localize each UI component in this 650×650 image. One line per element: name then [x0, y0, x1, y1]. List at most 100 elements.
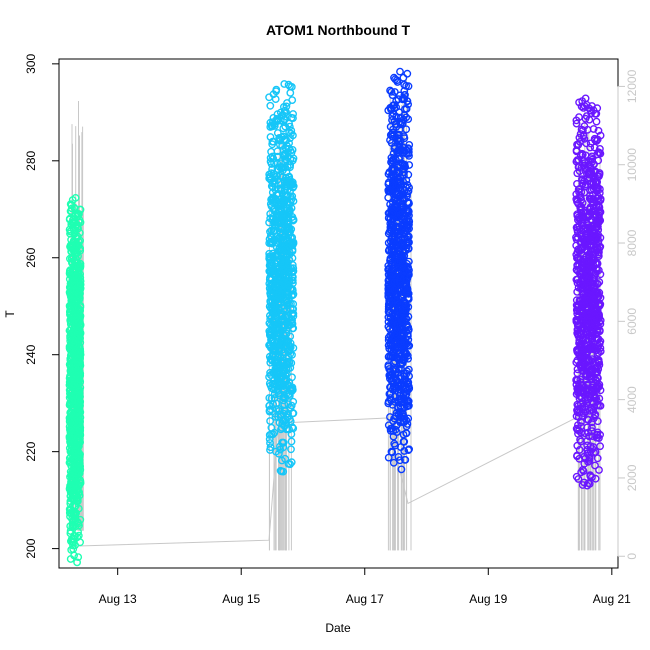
data-point	[288, 286, 296, 295]
data-point	[275, 300, 283, 309]
data-point	[270, 383, 279, 392]
data-point	[288, 96, 297, 105]
y-tick-label: 240	[24, 344, 38, 364]
data-point	[585, 432, 593, 441]
y-tick-label: 280	[24, 150, 38, 170]
point-cluster-3	[384, 67, 414, 474]
data-point	[593, 185, 601, 194]
data-point	[281, 272, 290, 280]
point-cluster-4	[572, 94, 605, 490]
data-point	[387, 217, 396, 226]
data-point	[286, 404, 295, 412]
data-point	[390, 170, 399, 179]
data-point	[403, 69, 412, 78]
data-point	[288, 238, 297, 247]
data-point	[73, 494, 82, 503]
data-point	[289, 182, 298, 191]
data-point	[270, 177, 278, 186]
data-point	[572, 472, 581, 481]
data-point	[65, 214, 74, 223]
data-point	[69, 541, 77, 550]
data-point	[401, 388, 410, 396]
data-point	[72, 351, 81, 359]
data-point	[396, 67, 404, 76]
data-point	[74, 452, 82, 461]
data-point	[401, 298, 410, 307]
data-point	[67, 247, 76, 256]
data-point	[73, 485, 81, 493]
data-point	[66, 227, 75, 236]
data-point	[583, 441, 591, 450]
data-point	[273, 110, 282, 119]
data-point	[596, 131, 605, 140]
data-point	[586, 143, 595, 152]
data-point	[277, 265, 286, 274]
data-point	[591, 448, 600, 456]
data-point	[399, 343, 408, 352]
data-point	[267, 430, 276, 439]
data-point	[397, 277, 406, 286]
data-point	[386, 242, 395, 251]
data-point	[583, 293, 592, 302]
data-point	[266, 123, 275, 131]
data-point	[576, 206, 585, 215]
data-point	[578, 218, 587, 227]
data-point	[393, 213, 401, 222]
y2-tick-label: 2000	[625, 464, 639, 491]
data-point	[268, 345, 277, 353]
x-axis: Aug 13 Aug 15 Aug 17 Aug 19 Aug 21	[99, 567, 631, 606]
data-point	[595, 466, 603, 474]
data-point	[583, 395, 592, 403]
data-point	[386, 339, 395, 348]
data-point	[594, 126, 603, 135]
data-point	[280, 392, 289, 401]
data-point	[585, 205, 594, 214]
data-point	[576, 130, 585, 138]
data-point	[386, 331, 395, 339]
data-point	[585, 357, 594, 365]
data-point	[591, 375, 600, 384]
data-point	[582, 281, 591, 290]
data-point	[282, 374, 290, 383]
data-point	[587, 367, 595, 376]
data-point	[582, 258, 591, 267]
data-point	[274, 379, 283, 388]
data-point	[271, 282, 280, 291]
data-point	[581, 94, 590, 103]
data-point	[289, 309, 298, 318]
data-point	[585, 226, 594, 235]
data-point	[404, 115, 413, 124]
data-point	[587, 109, 595, 118]
data-point	[395, 207, 404, 216]
data-point	[403, 287, 411, 296]
data-point	[585, 479, 594, 488]
plot-frame	[58, 58, 619, 569]
data-point	[68, 377, 77, 385]
data-point	[265, 373, 273, 381]
data-point	[65, 454, 74, 463]
data-point	[278, 166, 287, 175]
data-point	[284, 364, 292, 373]
data-point	[267, 302, 276, 311]
data-point	[400, 233, 408, 242]
data-point	[395, 154, 404, 163]
data-point	[389, 458, 398, 467]
data-point	[400, 105, 409, 114]
data-point	[283, 413, 292, 422]
data-point	[585, 170, 594, 179]
data-point	[574, 325, 582, 334]
data-point	[580, 188, 589, 197]
data-point	[405, 372, 413, 380]
data-point	[68, 416, 77, 425]
data-point	[579, 161, 588, 170]
data-point	[277, 423, 286, 432]
data-point	[284, 281, 293, 290]
data-point	[387, 447, 396, 456]
data-point	[394, 306, 402, 315]
data-point	[66, 332, 75, 341]
data-point	[266, 232, 275, 240]
y2-tick-label: 6000	[625, 308, 639, 335]
data-point	[74, 211, 82, 220]
y2-tick-label: 8000	[625, 229, 639, 256]
